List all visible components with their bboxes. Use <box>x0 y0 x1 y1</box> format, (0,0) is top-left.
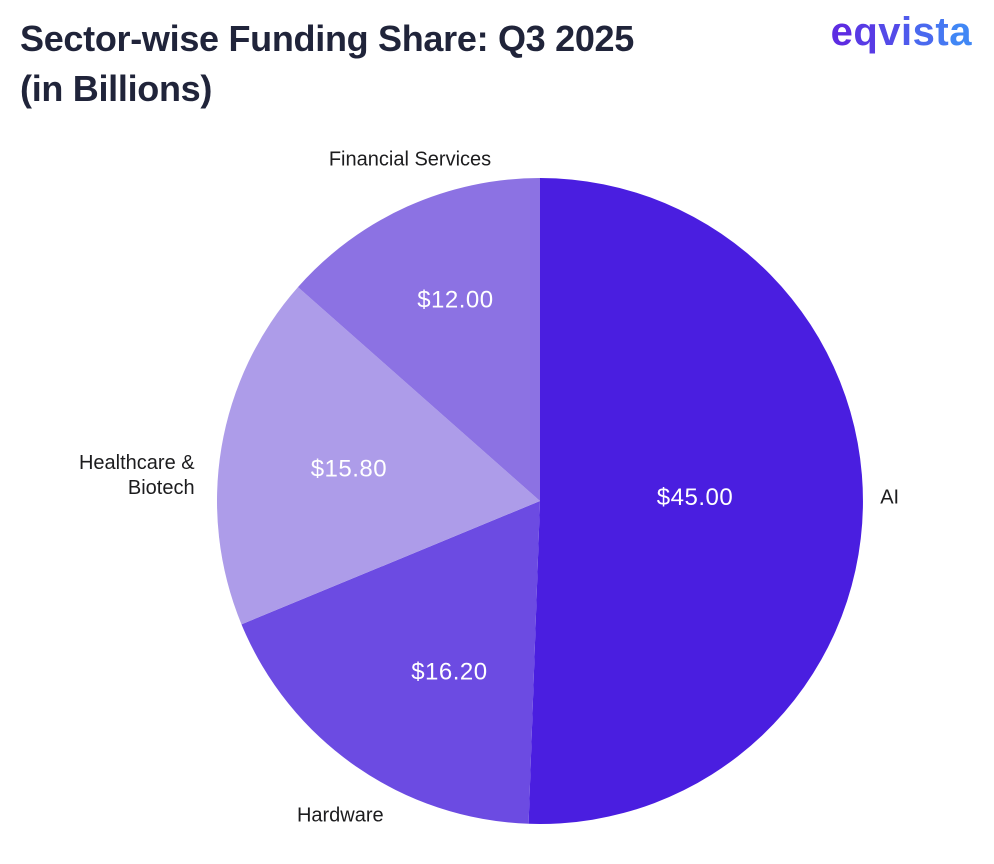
value-label-ai: $45.00 <box>657 484 733 511</box>
logo-letter: a <box>949 10 972 54</box>
eqvista-logo: eqvista <box>831 10 972 55</box>
value-label-financial-services: $12.00 <box>417 287 493 314</box>
slice-label-hardware: Hardware <box>297 804 384 826</box>
value-label-hardware: $16.20 <box>411 659 487 686</box>
chart-title: Sector-wise Funding Share: Q3 2025 (in B… <box>20 18 634 109</box>
logo-letter: t <box>935 10 950 54</box>
logo-letter: v <box>878 10 902 54</box>
pie-slice-ai[interactable] <box>528 178 863 824</box>
pie-slice-hardware[interactable] <box>241 501 541 824</box>
value-label-healthcare-biotech: $15.80 <box>311 456 387 483</box>
logo-letter: s <box>912 10 936 54</box>
slice-label-ai: AI <box>880 486 899 508</box>
slice-label-financial-services: Financial Services <box>329 149 491 171</box>
logo-letter: i <box>901 10 913 54</box>
logo-letter: e <box>830 10 854 54</box>
slice-label-healthcare-biotech: Healthcare & Biotech <box>79 452 195 499</box>
pie-slice-healthcare-biotech[interactable] <box>217 287 540 625</box>
pie-slice-financial-services[interactable] <box>297 178 540 501</box>
logo-letter: q <box>853 10 879 54</box>
